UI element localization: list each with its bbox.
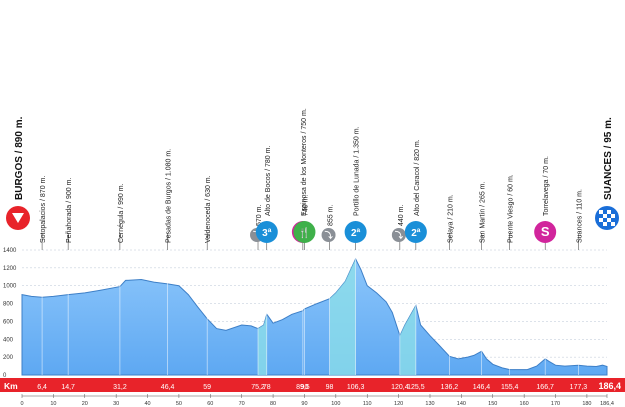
location-label: Cernégula / 990 m. [118, 183, 125, 243]
location-label: Espinosa de los Monteros / 750 m. [301, 108, 308, 216]
start-name: BURGOS / 890 m. [14, 116, 25, 200]
elevation-area [21, 257, 608, 376]
descent-icon-glyph: ⤵ [395, 230, 404, 240]
climb-icon-glyph: 2ª [411, 228, 421, 239]
climb-highlight [329, 258, 356, 375]
x-tick-label: 140 [457, 401, 466, 407]
finish-checker [611, 222, 615, 226]
location-label: 570 m. [256, 205, 263, 226]
sprint-icon [534, 221, 557, 243]
x-tick-label: 120 [394, 401, 403, 407]
km-bar-mark: 78 [263, 384, 271, 391]
climb-icon [404, 221, 427, 243]
feed-zone-icon-glyph: 🍴 [298, 226, 310, 239]
km-bar-mark: 177,3 [570, 384, 588, 391]
location-label: Alto del Caracol / 820 m. [414, 139, 421, 216]
y-tick-label: 1000 [3, 284, 17, 290]
location-label: 855 m. [328, 205, 335, 226]
climb-highlight [399, 305, 416, 375]
km-bar-mark: 46,4 [161, 384, 175, 391]
x-tick-label: 30 [113, 401, 119, 407]
start-triangle-icon [12, 213, 24, 223]
km-bar-mark: 90 [301, 384, 309, 391]
x-tick-label: 20 [82, 401, 88, 407]
km-bar-label: Km [4, 381, 18, 391]
descent-icon-glyph: ⤵ [325, 230, 334, 240]
km-bar-mark: 59 [203, 384, 211, 391]
km-bar-mark: 186,4 [598, 381, 621, 391]
x-tick-label: 110 [363, 401, 372, 407]
x-tick-label: 186,4 [600, 401, 614, 407]
finish-checker [607, 210, 611, 214]
km-bar-mark: 106,3 [347, 384, 365, 391]
km-bar-mark: 31,2 [113, 384, 127, 391]
x-tick-label: 100 [331, 401, 340, 407]
y-tick-label: 1200 [3, 266, 17, 272]
km-bar-mark: 14,7 [61, 384, 75, 391]
km-bar-mark: 136,2 [441, 384, 459, 391]
descent-icon [391, 228, 406, 242]
x-tick-label: 0 [20, 401, 23, 407]
x-tick-label: 70 [239, 401, 245, 407]
y-tick-label: 800 [3, 302, 14, 308]
km-bar-mark: 6,4 [37, 384, 47, 391]
x-tick-label: 80 [270, 401, 276, 407]
km-bar-mark: 75,2 [251, 384, 265, 391]
finish-checker [599, 210, 603, 214]
location-label: Peñahorada / 900 m. [66, 178, 73, 243]
x-tick-label: 90 [301, 401, 307, 407]
km-bar [0, 378, 625, 392]
y-tick-label: 400 [3, 337, 14, 343]
finish-checker [607, 218, 611, 222]
location-label: 440 m. [398, 205, 405, 226]
location-label: Portillo de Lunada / 1.350 m. [354, 126, 361, 216]
location-label: San Martín / 265 m. [479, 181, 486, 243]
finish-checker [611, 214, 615, 218]
finish-checker [603, 214, 607, 218]
km-bar-mark: 125,5 [407, 384, 425, 391]
x-tick-label: 180 [582, 401, 591, 407]
x-tick-label: 50 [176, 401, 182, 407]
climb-highlight [258, 314, 267, 375]
km-bar-mark: 89,5 [296, 384, 310, 391]
finish-name: SUANCES / 95 m. [603, 117, 614, 200]
x-tick-label: 170 [551, 401, 560, 407]
x-tick-label: 60 [207, 401, 213, 407]
sprint-icon-glyph: S [541, 224, 550, 239]
km-bar-mark: 155,4 [501, 384, 519, 391]
location-label: 740 m. [302, 195, 309, 216]
x-tick-label: 10 [50, 401, 56, 407]
x-tick-label: 40 [144, 401, 150, 407]
x-tick-label: 150 [488, 401, 497, 407]
y-tick-label: 1400 [3, 248, 17, 254]
climb-icon [255, 221, 278, 243]
climb-icon-glyph: 2ª [351, 228, 361, 239]
y-tick-label: 0 [3, 373, 7, 379]
km-bar-mark: 166,7 [536, 384, 554, 391]
location-label: Torrelavega / 70 m. [543, 156, 550, 216]
location-label: Valdenoceda / 630 m. [205, 175, 212, 243]
km-bar-mark: 120,4 [391, 384, 409, 391]
location-label: Suances / 110 m. [576, 189, 583, 243]
finish-checker [603, 222, 607, 226]
finish-checker [599, 218, 603, 222]
x-tick-label: 160 [520, 401, 529, 407]
location-label: Pesadas de Burgos / 1.080 m. [166, 149, 173, 243]
y-tick-label: 200 [3, 355, 14, 361]
climb-icon-glyph: 3ª [262, 228, 272, 239]
climb-icon [344, 221, 367, 243]
location-label: Selaya / 210 m. [447, 194, 454, 243]
location-label: Sotopalacios / 870 m. [40, 176, 47, 243]
x-tick-label: 130 [425, 401, 434, 407]
location-label: Puente Viesgo / 60 m. [508, 174, 515, 243]
km-bar-mark: 146,4 [473, 384, 491, 391]
km-bar-mark: 98 [326, 384, 334, 391]
feed-zone-icon [293, 221, 316, 243]
y-tick-label: 600 [3, 319, 14, 325]
location-label: Alto de Bocos / 780 m. [265, 146, 272, 216]
descent-icon [321, 228, 336, 242]
